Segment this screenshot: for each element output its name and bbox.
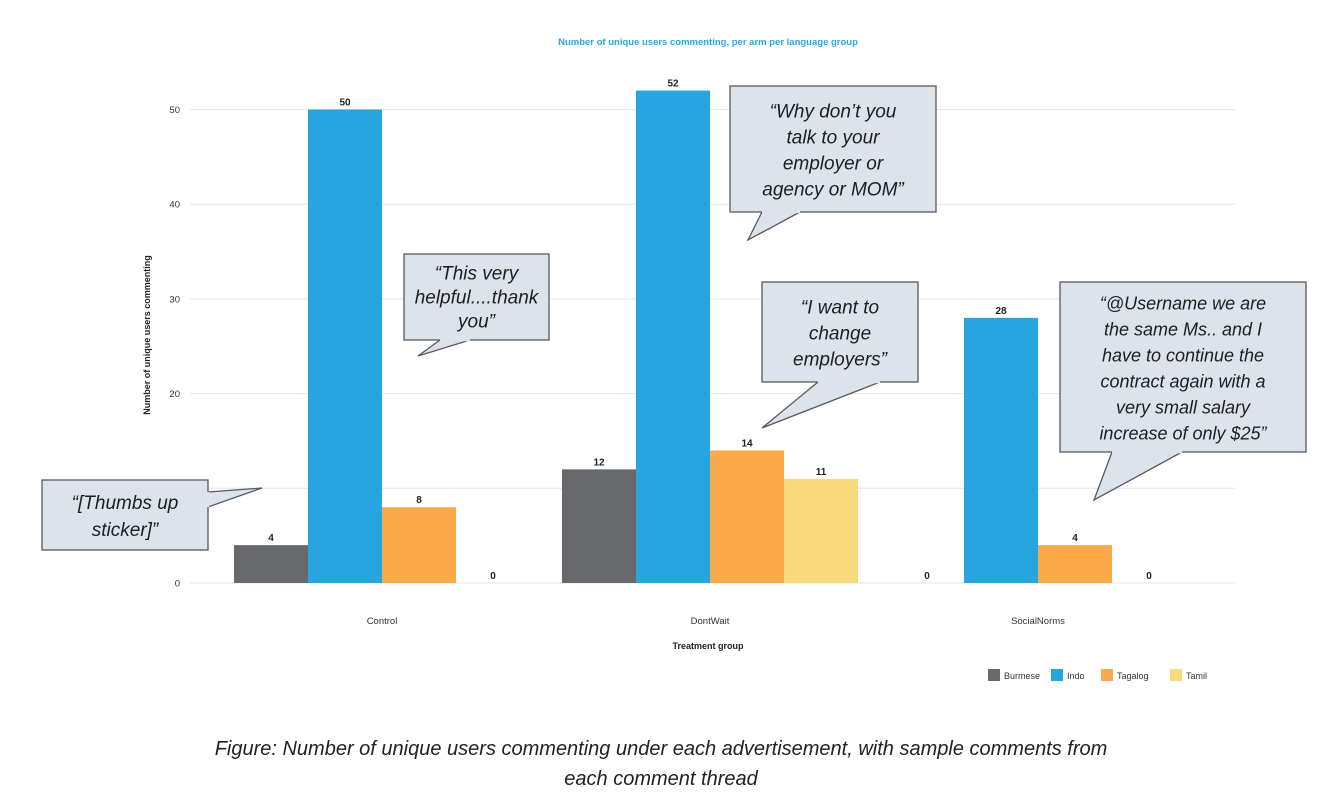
callout-text-line: sticker]” bbox=[92, 520, 160, 541]
y-tick-label: 30 bbox=[169, 294, 180, 305]
bar-tamil bbox=[784, 478, 858, 583]
callout-text-line: employers” bbox=[793, 349, 889, 370]
callout-employer: “Why don’t you talk to your employer or age… bbox=[729, 85, 937, 242]
y-tick-label: 40 bbox=[169, 200, 180, 211]
bar-tagalog bbox=[382, 507, 456, 583]
bar-value-label: 4 bbox=[1072, 533, 1078, 544]
legend: Burmese Indo Tagalog Tamil bbox=[988, 669, 1207, 681]
legend-label-burmese: Burmese bbox=[1004, 671, 1040, 681]
bar-tagalog bbox=[710, 450, 784, 583]
callout-text-line: change bbox=[809, 323, 871, 344]
x-axis-ticks: Control DontWait SocialNorms bbox=[367, 616, 1065, 627]
caption-line-1: Figure: Number of unique users commentin… bbox=[214, 738, 1108, 760]
x-axis-label: Treatment group bbox=[672, 641, 744, 651]
y-axis-label: Number of unique users commenting bbox=[142, 255, 152, 415]
bars bbox=[234, 90, 1112, 583]
legend-swatch-indo bbox=[1051, 669, 1063, 681]
callout-tail bbox=[417, 339, 471, 357]
callout-text-line: agency or MOM” bbox=[762, 179, 905, 200]
callout-tail bbox=[746, 211, 801, 242]
legend-label-indo: Indo bbox=[1067, 671, 1085, 681]
callout-tail bbox=[761, 381, 881, 429]
bar-value-label: 28 bbox=[995, 306, 1007, 317]
callout-thumbs: “[Thumbs up sticker]” bbox=[41, 479, 263, 551]
legend-swatch-tagalog bbox=[1101, 669, 1113, 681]
bar-value-label: 50 bbox=[339, 98, 351, 109]
callout-box bbox=[1059, 281, 1307, 453]
callout-change: “I want to change employers” bbox=[761, 281, 919, 429]
figure-caption: Figure: Number of unique users commentin… bbox=[0, 734, 1322, 794]
callout-tail bbox=[1092, 451, 1183, 502]
bar-value-labels: 4 50 8 0 12 52 14 11 0 28 4 0 bbox=[268, 79, 1152, 582]
bar-value-label: 11 bbox=[816, 467, 827, 478]
bar-burmese bbox=[234, 545, 308, 583]
legend-swatch-tamil bbox=[1170, 669, 1182, 681]
callout-text-line: increase of only $25” bbox=[1099, 423, 1267, 443]
callout-text-line: very small salary bbox=[1116, 397, 1251, 417]
x-tick-label: SocialNorms bbox=[1011, 616, 1065, 627]
callout-box bbox=[729, 85, 937, 213]
bar-burmese bbox=[562, 469, 636, 583]
callout-box bbox=[403, 253, 550, 341]
comment-callouts: “[Thumbs up sticker]” “This very helpful...… bbox=[41, 85, 1307, 551]
bar-value-label: 52 bbox=[667, 79, 679, 90]
y-tick-label: 20 bbox=[169, 389, 180, 400]
y-tick-label: 0 bbox=[175, 579, 180, 590]
callout-text-line: “[Thumbs up bbox=[72, 493, 179, 514]
legend-swatch-burmese bbox=[988, 669, 1000, 681]
bar-value-label: 0 bbox=[1146, 571, 1152, 582]
bar-indo bbox=[964, 317, 1038, 583]
callout-text-line: “Why don’t you bbox=[770, 101, 897, 122]
bar-value-label: 0 bbox=[490, 571, 496, 582]
chart-title: Number of unique users commenting, per a… bbox=[558, 37, 858, 48]
callout-text-line: employer or bbox=[783, 153, 884, 174]
callout-box bbox=[41, 479, 209, 551]
callout-helpful: “This very helpful....thank you” bbox=[403, 253, 550, 357]
bar-tagalog bbox=[1038, 545, 1112, 583]
callout-text-line: you” bbox=[456, 312, 497, 333]
callout-tail bbox=[207, 487, 263, 508]
bar-value-label: 12 bbox=[593, 457, 605, 468]
callout-box bbox=[761, 281, 919, 383]
bar-chart: Number of unique users commenting, per a… bbox=[41, 37, 1307, 681]
callout-text-line: “@Username we are bbox=[1100, 293, 1266, 313]
callout-text-line: have to continue the bbox=[1102, 345, 1264, 365]
callout-username: “@Username we are the same Ms.. and I have… bbox=[1059, 281, 1307, 502]
x-tick-label: DontWait bbox=[691, 616, 730, 627]
legend-label-tagalog: Tagalog bbox=[1117, 671, 1149, 681]
bar-indo bbox=[308, 109, 382, 583]
legend-label-tamil: Tamil bbox=[1186, 671, 1207, 681]
bar-indo bbox=[636, 90, 710, 583]
bar-value-label: 4 bbox=[268, 533, 274, 544]
callout-text-line: the same Ms.. and I bbox=[1104, 319, 1262, 339]
callout-text-line: contract again with a bbox=[1100, 371, 1265, 391]
bar-value-label: 8 bbox=[416, 495, 422, 506]
y-tick-label: 50 bbox=[169, 105, 180, 116]
x-tick-label: Control bbox=[367, 616, 398, 627]
callout-text-line: “I want to bbox=[801, 297, 879, 318]
bar-value-label: 14 bbox=[741, 438, 753, 449]
callout-text-line: “This very bbox=[435, 264, 520, 285]
bar-value-label: 0 bbox=[924, 571, 930, 582]
callout-text-line: talk to your bbox=[787, 127, 881, 148]
caption-line-2: each comment thread bbox=[564, 768, 758, 790]
callout-text-line: helpful....thank bbox=[415, 288, 540, 309]
